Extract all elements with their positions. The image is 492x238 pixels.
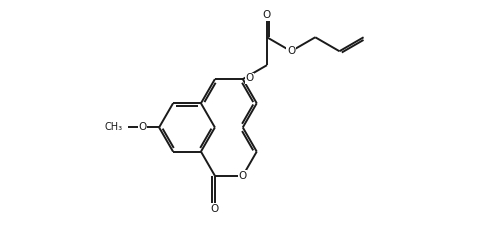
Text: O: O <box>287 46 295 56</box>
Text: O: O <box>211 204 219 214</box>
Text: CH₃: CH₃ <box>104 122 123 132</box>
Text: O: O <box>138 122 147 132</box>
Text: O: O <box>246 73 253 83</box>
Text: O: O <box>263 10 271 20</box>
Text: O: O <box>239 171 247 181</box>
